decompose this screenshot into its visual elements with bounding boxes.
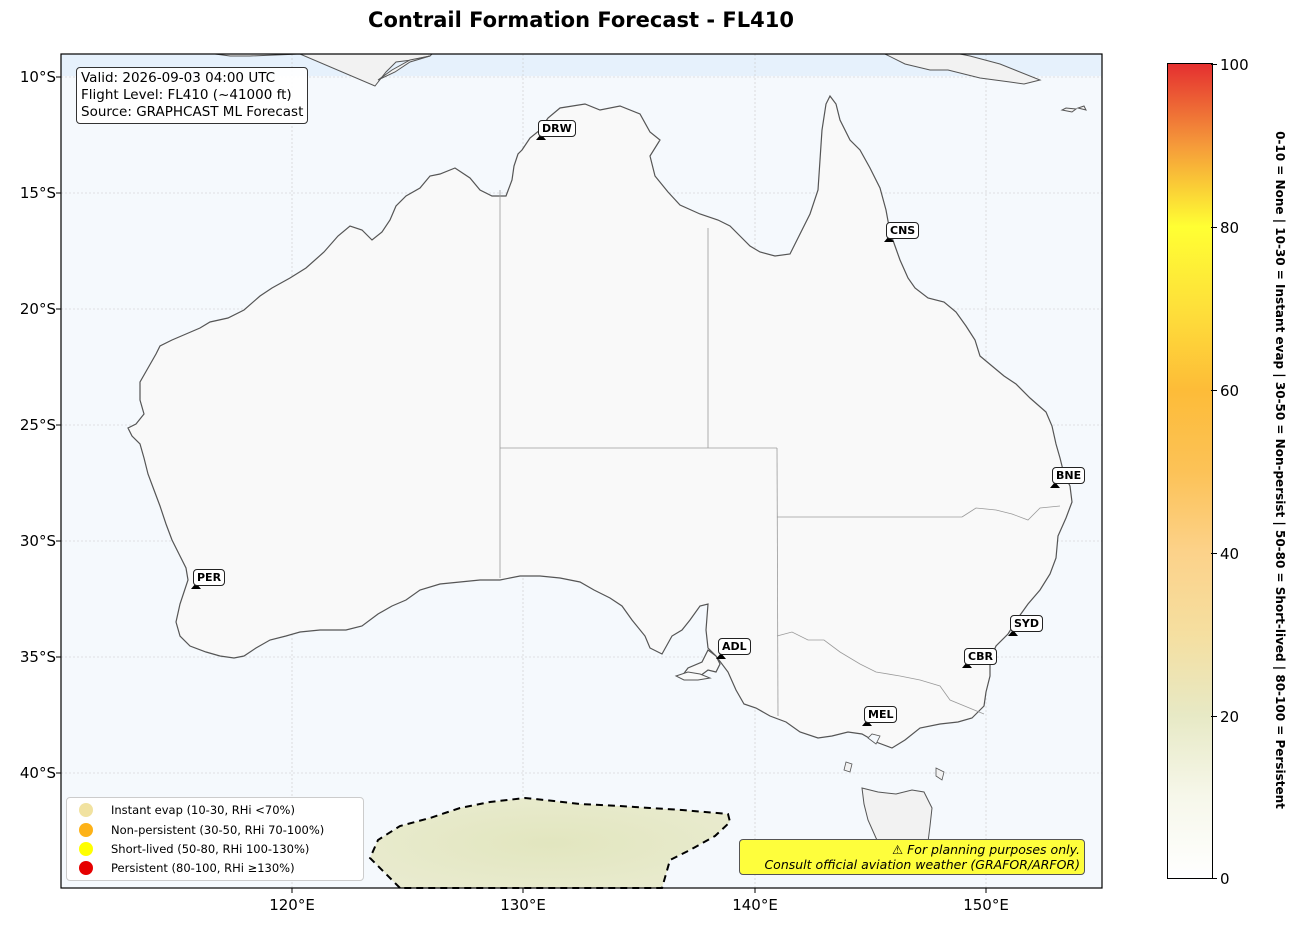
city-label-syd[interactable]: SYD [1010, 615, 1044, 632]
legend-swatch [79, 823, 93, 837]
colorbar-tick-label: 40 [1220, 545, 1240, 563]
legend-swatch [79, 842, 93, 856]
contrail-forecast-region [368, 796, 732, 889]
australia-mainland [127, 94, 1073, 749]
colorbar-tick [1211, 64, 1217, 65]
colorbar-tick-label: 60 [1220, 382, 1240, 400]
colorbar-tick-label: 0 [1220, 870, 1230, 888]
city-marker [536, 134, 546, 140]
legend-label: Non-persistent (30-50, RHi 70-100%) [111, 823, 325, 837]
colorbar-tick [1211, 227, 1217, 228]
city-markers [191, 134, 1060, 726]
legend-swatch [79, 803, 93, 817]
lon-label: 140°E [732, 896, 778, 914]
colorbar-tick [1211, 878, 1217, 879]
lat-label: 20°S [19, 300, 56, 318]
lon-label: 150°E [963, 896, 1009, 914]
city-label-cbr[interactable]: CBR [964, 648, 997, 665]
city-label-cns[interactable]: CNS [886, 222, 920, 239]
northern-coastlines [214, 53, 1087, 113]
legend: Instant evap (10-30, RHi <70%) Non-persi… [66, 797, 364, 881]
flight-level: Flight Level: FL410 (~41000 ft) [81, 87, 292, 103]
city-marker [962, 662, 972, 668]
colorbar-tick [1211, 553, 1217, 554]
colorbar-label: 0-10 = None | 10-30 = Instant evap | 30-… [1273, 131, 1287, 809]
city-label-drw[interactable]: DRW [538, 120, 576, 137]
city-label-bne[interactable]: BNE [1052, 467, 1086, 484]
map-title: Contrail Formation Forecast - FL410 [368, 8, 794, 32]
colorbar-tick [1211, 716, 1217, 717]
city-marker [862, 720, 872, 726]
legend-swatch [79, 861, 93, 875]
city-marker [884, 236, 894, 242]
legend-label: Persistent (80-100, RHi ≥130%) [111, 861, 295, 875]
legend-label: Instant evap (10-30, RHi <70%) [111, 803, 295, 817]
disclaimer-line: ⚠ For planning purposes only. [892, 842, 1080, 857]
valid-time: Valid: 2026-09-03 04:00 UTC [81, 70, 276, 86]
disclaimer-box: ⚠ For planning purposes only. Consult of… [739, 839, 1085, 875]
colorbar-tick-label: 100 [1220, 56, 1249, 74]
colorbar-tick [1211, 390, 1217, 391]
port-phillip-bay [867, 733, 881, 745]
colorbar [1167, 63, 1213, 879]
lon-label: 130°E [500, 896, 546, 914]
city-label-mel[interactable]: MEL [864, 706, 898, 723]
colorbar-tick-label: 80 [1220, 219, 1240, 237]
lat-label: 15°S [19, 184, 56, 202]
lat-label: 10°S [19, 68, 56, 86]
disclaimer-line: Consult official aviation weather (GRAFO… [764, 857, 1080, 872]
city-marker [716, 653, 726, 659]
lat-label: 40°S [19, 764, 56, 782]
map-frame [60, 53, 1103, 889]
legend-label: Short-lived (50-80, RHi 100-130%) [111, 842, 310, 856]
city-marker [191, 583, 201, 589]
city-label-per[interactable]: PER [193, 569, 226, 586]
colorbar-tick-label: 20 [1220, 708, 1240, 726]
state-borders [499, 190, 1061, 717]
lon-label: 120°E [269, 896, 315, 914]
city-marker [1008, 630, 1018, 636]
lat-label: 30°S [19, 532, 56, 550]
lat-label: 35°S [19, 648, 56, 666]
lat-label: 25°S [19, 416, 56, 434]
city-label-adl[interactable]: ADL [718, 638, 751, 655]
city-marker [1050, 482, 1060, 488]
small-islands [843, 761, 945, 781]
forecast-source: Source: GRAPHCAST ML Forecast [81, 104, 304, 120]
forecast-info-box: Valid: 2026-09-03 04:00 UTC Flight Level… [76, 67, 309, 124]
kangaroo-island [674, 671, 712, 681]
axis-ticks [56, 76, 987, 893]
